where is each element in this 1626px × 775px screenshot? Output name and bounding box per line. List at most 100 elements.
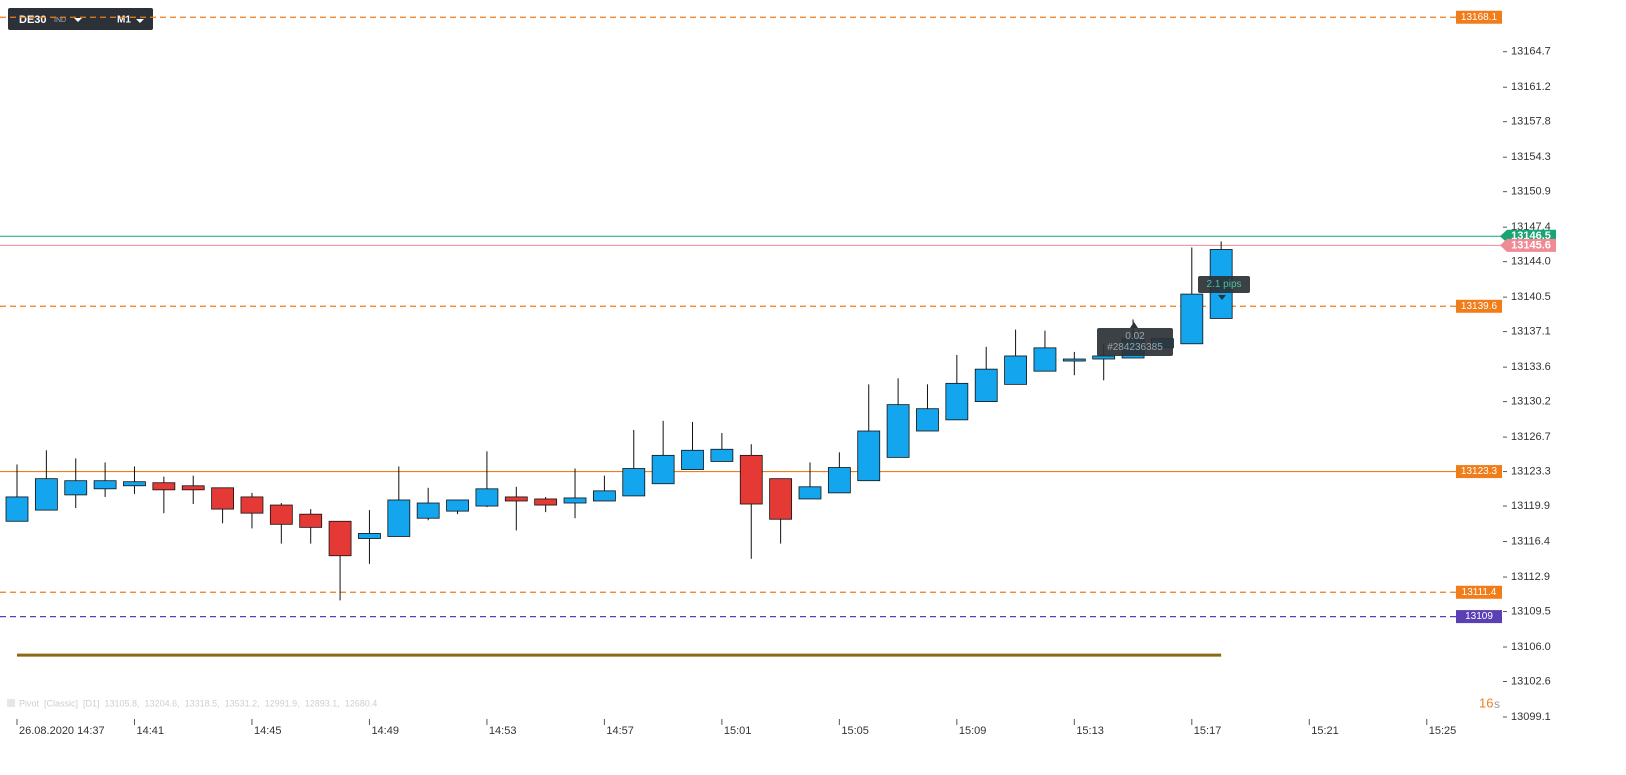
x-tick-label: 26.08.2020 14:37 [19, 725, 105, 737]
candle-body [681, 449, 704, 470]
y-tick-label: 13119.9 [1511, 500, 1550, 512]
candle-body [916, 408, 939, 432]
candle-body [211, 487, 234, 510]
y-tick-label: 13130.2 [1511, 396, 1551, 408]
y-tick-label: 13137.1 [1511, 326, 1551, 338]
candle-body [710, 448, 734, 462]
candle-body [504, 496, 528, 502]
dropdown-arrow[interactable] [136, 19, 144, 23]
candle-body [593, 490, 616, 502]
x-tick-label: 14:41 [136, 725, 164, 737]
candle-body [181, 485, 205, 491]
y-tick-label: 13123.3 [1511, 465, 1551, 477]
candle-body [974, 368, 998, 403]
candle-body [328, 520, 352, 557]
level-label-bg [1456, 10, 1502, 24]
x-tick-label: 15:25 [1429, 725, 1457, 737]
x-tick-label: 14:49 [371, 725, 399, 737]
candle-body [739, 454, 763, 505]
tooltip-pointer [1130, 322, 1138, 328]
x-tick-label: 15:21 [1311, 725, 1339, 737]
toolbar: DE30 IND M1 [8, 8, 153, 30]
symbol-type: IND [54, 17, 66, 24]
candle-body [798, 486, 822, 500]
level-label-bg [1456, 299, 1502, 313]
tooltip-text: #284236385 [1107, 342, 1163, 353]
candle-body [857, 430, 881, 482]
candle-body [5, 496, 29, 522]
countdown-unit: s [1494, 697, 1500, 711]
candle-body [886, 404, 910, 458]
y-tick-label: 13154.3 [1511, 151, 1551, 163]
candle-body [1062, 358, 1086, 362]
bid-label-bg [1500, 238, 1556, 252]
x-tick-label: 14:45 [254, 725, 282, 737]
level-label: 13139.6 [1461, 301, 1498, 312]
candle-body [64, 480, 88, 496]
y-tick-label: 13102.6 [1511, 675, 1551, 687]
y-tick-label: 13099.1 [1511, 711, 1551, 723]
candle-body [534, 498, 558, 506]
candle-body [34, 478, 58, 511]
x-tick-label: 15:13 [1076, 725, 1104, 737]
candle-body [152, 482, 176, 491]
bid-label: 13145.6 [1511, 239, 1551, 251]
candle-body [769, 478, 793, 520]
level-label: 13111.4 [1462, 587, 1497, 598]
tooltip-text: 2.1 pips [1206, 279, 1241, 290]
y-tick-label: 13157.8 [1511, 116, 1551, 128]
indicator-text: Pivot [Classic] [D1] 13105.8, 13204.6, 1… [19, 698, 377, 708]
candle-body [269, 504, 293, 525]
candle-body [1180, 293, 1204, 345]
level-label: 13168.1 [1461, 12, 1498, 23]
y-tick-label: 13140.5 [1511, 291, 1551, 303]
x-tick-label: 15:01 [724, 725, 752, 737]
y-tick-label: 13109.5 [1511, 605, 1551, 617]
candle-body [299, 513, 323, 528]
tooltip-bg [1097, 328, 1173, 356]
candle-body [93, 480, 117, 490]
level-label-bg [1456, 610, 1502, 624]
y-tick-label: 13150.9 [1511, 186, 1551, 198]
candle-body [446, 499, 469, 512]
candle-body [123, 481, 146, 487]
candle-body [416, 502, 440, 519]
y-tick-label: 13126.7 [1511, 431, 1551, 443]
candle-body [475, 488, 499, 507]
y-tick-label: 13106.0 [1511, 641, 1551, 653]
tooltip-pointer [1218, 295, 1226, 300]
candle-body [1033, 347, 1057, 372]
x-tick-label: 14:57 [606, 725, 634, 737]
y-tick-label: 13112.9 [1511, 571, 1550, 583]
x-tick-label: 15:17 [1194, 725, 1222, 737]
timeframe[interactable]: M1 [117, 15, 131, 26]
y-tick-label: 13116.4 [1511, 535, 1550, 547]
x-tick-label: 15:09 [959, 725, 987, 737]
tooltip-bg [1198, 276, 1250, 293]
candle-body [358, 533, 381, 539]
x-tick-label: 15:05 [841, 725, 869, 737]
candle-body [945, 382, 969, 421]
y-tick-label: 13161.2 [1511, 81, 1551, 93]
level-label: 13109 [1465, 611, 1493, 622]
candle-body [387, 499, 411, 537]
level-label: 13123.3 [1461, 466, 1498, 477]
y-tick-label: 13133.6 [1511, 361, 1551, 373]
countdown-value: 16 [1479, 695, 1493, 710]
indicator-icon [7, 699, 15, 707]
candle-body [622, 468, 646, 497]
y-tick-label: 13164.7 [1511, 46, 1551, 58]
candle-body [240, 496, 264, 514]
candle-body [1004, 355, 1027, 385]
level-label-bg [1456, 585, 1502, 599]
dropdown-arrow[interactable] [74, 18, 82, 22]
candle-body [827, 467, 851, 494]
x-tick-label: 14:53 [489, 725, 517, 737]
symbol[interactable]: DE30 [19, 14, 47, 26]
candle-body [563, 497, 587, 504]
tooltip-text: 0.02 [1125, 331, 1145, 342]
candle-body [1092, 355, 1116, 360]
level-label-bg [1456, 465, 1502, 479]
